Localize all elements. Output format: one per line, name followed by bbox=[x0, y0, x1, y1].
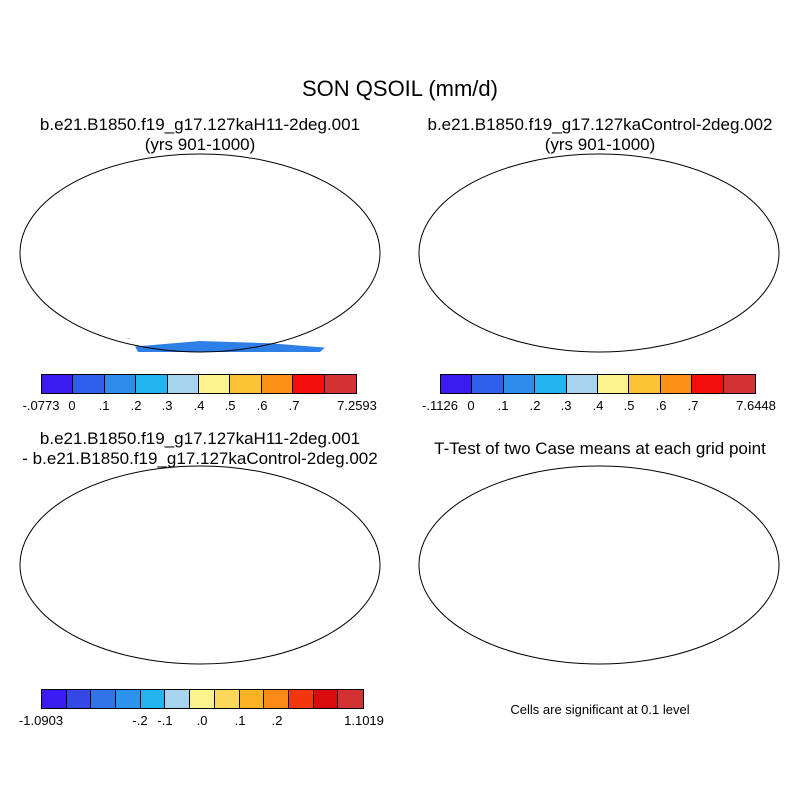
panel-4-map bbox=[418, 465, 780, 665]
colorbar-cell bbox=[140, 690, 166, 708]
colorbar-cell bbox=[338, 690, 363, 708]
colorbar-cell bbox=[566, 375, 599, 393]
colorbar-tick-label: .6 bbox=[256, 398, 268, 413]
panel-3-title: b.e21.B1850.f19_g17.127kaH11-2deg.001 - … bbox=[0, 429, 400, 469]
colorbar-tick-label: .7 bbox=[288, 398, 300, 413]
colorbar-tick-label: .0 bbox=[196, 713, 208, 728]
colorbar-cell bbox=[261, 375, 294, 393]
panel-4-title: T-Test of two Case means at each grid po… bbox=[400, 439, 800, 459]
colorbar-cell bbox=[472, 375, 504, 393]
colorbar-tick-label: 0 bbox=[467, 398, 475, 413]
colorbar-tick-label: .1 bbox=[98, 398, 110, 413]
colorbar-tick-label: -.1126 bbox=[422, 398, 458, 413]
colorbar-cell bbox=[66, 690, 92, 708]
colorbar-tick-label: .5 bbox=[623, 398, 635, 413]
panel-3-title-line2: - b.e21.B1850.f19_g17.127kaControl-2deg.… bbox=[22, 449, 378, 468]
colorbar-tick-label: .2 bbox=[271, 713, 283, 728]
colorbar-cell bbox=[629, 375, 661, 393]
colorbar-tick-label: .1 bbox=[497, 398, 509, 413]
colorbar-tick-label: 0 bbox=[68, 398, 76, 413]
colorbar-cell bbox=[167, 375, 200, 393]
colorbar-1-cells bbox=[41, 374, 357, 394]
colorbar-cell bbox=[313, 690, 339, 708]
colorbar-cell bbox=[42, 690, 67, 708]
colorbar-tick-label: .2 bbox=[529, 398, 541, 413]
colorbar-tick-label: -1.0903 bbox=[18, 713, 64, 728]
colorbar-cell bbox=[293, 375, 325, 393]
colorbar-cell bbox=[199, 375, 231, 393]
colorbar-cell bbox=[42, 375, 74, 393]
panel-2-title: b.e21.B1850.f19_g17.127kaControl-2deg.00… bbox=[400, 115, 800, 155]
colorbar-cell bbox=[692, 375, 724, 393]
colorbar-cell bbox=[660, 375, 693, 393]
colorbar-tick-label: -.2 bbox=[132, 713, 148, 728]
colorbar-tick-label: 7.6448 bbox=[736, 398, 776, 413]
panel-4-title-line1: T-Test of two Case means at each grid po… bbox=[434, 439, 766, 458]
colorbar-tick-label: .2 bbox=[130, 398, 142, 413]
panel-3-title-line1: b.e21.B1850.f19_g17.127kaH11-2deg.001 bbox=[39, 429, 361, 448]
colorbar-tick-label: .3 bbox=[560, 398, 572, 413]
panel-1-map bbox=[19, 153, 381, 353]
colorbar-tick-label: 1.1019 bbox=[344, 713, 384, 728]
colorbar-tick-label: 7.2593 bbox=[337, 398, 377, 413]
colorbar-tick-label: .1 bbox=[234, 713, 246, 728]
colorbar-3: -1.0903 -.2 -.1 .0 .1 .2 1.1019 bbox=[19, 689, 384, 733]
colorbar-2-cells bbox=[440, 374, 756, 394]
colorbar-cell bbox=[723, 375, 756, 393]
panel-1-title-line2: (yrs 901-1000) bbox=[144, 135, 256, 154]
colorbar-cell bbox=[441, 375, 473, 393]
colorbar-cell bbox=[324, 375, 357, 393]
colorbar-3-cells bbox=[41, 689, 364, 709]
colorbar-tick-label: .4 bbox=[592, 398, 604, 413]
colorbar-tick-label: .3 bbox=[161, 398, 173, 413]
colorbar-tick-label: .5 bbox=[224, 398, 236, 413]
colorbar-1: -.0773 0 .1 .2 .3 .4 .5 .6 .7 7.2593 bbox=[23, 374, 377, 418]
colorbar-cell bbox=[535, 375, 567, 393]
main-title: SON QSOIL (mm/d) bbox=[302, 76, 498, 101]
colorbar-tick-label: -.1 bbox=[157, 713, 173, 728]
panel-2-map bbox=[418, 153, 780, 353]
colorbar-cell bbox=[73, 375, 105, 393]
colorbar-tick-label: .6 bbox=[655, 398, 667, 413]
colorbar-cell bbox=[165, 690, 191, 708]
colorbar-tick-label: .4 bbox=[193, 398, 205, 413]
panel-2-title-line1: b.e21.B1850.f19_g17.127kaControl-2deg.00… bbox=[427, 115, 773, 134]
panel-3-map bbox=[19, 465, 381, 665]
panel-1-title-line1: b.e21.B1850.f19_g17.127kaH11-2deg.001 bbox=[39, 115, 361, 134]
colorbar-cell bbox=[116, 690, 141, 708]
colorbar-cell bbox=[136, 375, 168, 393]
colorbar-2: -.1126 0 .1 .2 .3 .4 .5 .6 .7 7.6448 bbox=[422, 374, 776, 418]
colorbar-cell bbox=[239, 690, 265, 708]
colorbar-cell bbox=[288, 690, 314, 708]
colorbar-cell bbox=[264, 690, 289, 708]
panel-1-title: b.e21.B1850.f19_g17.127kaH11-2deg.001 (y… bbox=[0, 115, 400, 155]
colorbar-cell bbox=[190, 690, 215, 708]
colorbar-cell bbox=[230, 375, 262, 393]
colorbar-cell bbox=[503, 375, 536, 393]
colorbar-cell bbox=[598, 375, 630, 393]
colorbar-cell bbox=[104, 375, 137, 393]
panel-2-title-line2: (yrs 901-1000) bbox=[544, 135, 656, 154]
colorbar-tick-label: -.0773 bbox=[22, 398, 60, 413]
significance-note: Cells are significant at 0.1 level bbox=[510, 702, 690, 717]
colorbar-cell bbox=[214, 690, 240, 708]
colorbar-cell bbox=[91, 690, 117, 708]
colorbar-tick-label: .7 bbox=[687, 398, 699, 413]
